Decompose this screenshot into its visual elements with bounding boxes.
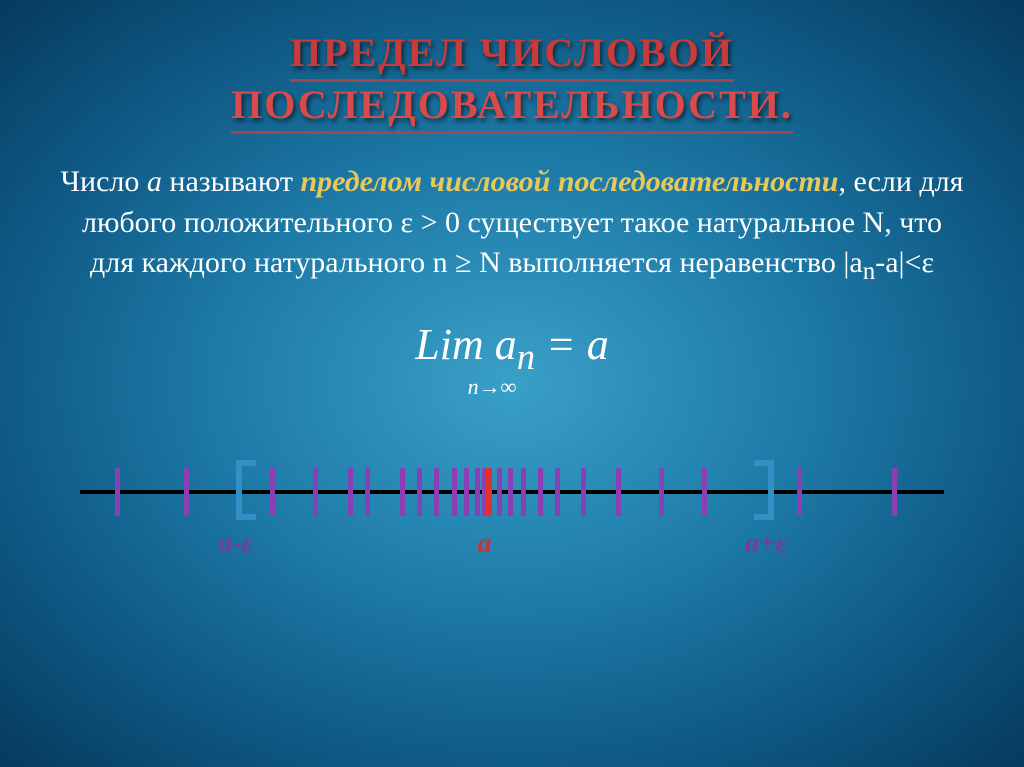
tick-mark [115,468,120,516]
def-var-a: a [147,165,162,198]
label-a-minus-eps: a-ε [218,528,253,560]
tick-mark [452,468,457,516]
formula-main-right: = a [535,320,609,369]
title-line-1: ПРЕДЕЛ ЧИСЛОВОЙ [290,30,734,82]
definition-text: Число a называют пределом числовой после… [60,162,964,289]
tick-mark [348,468,353,516]
tick-mark [581,468,586,516]
tick-mark [508,468,513,516]
formula-main-sub: n [517,336,535,377]
formula-main-left: Lim a [415,320,516,369]
def-pre2: называют [162,165,301,198]
tick-mark [270,468,275,516]
tick-mark [475,468,480,516]
bracket-right-icon [754,460,774,520]
tick-mark [497,468,502,516]
label-a: a [477,528,491,560]
def-sub-n: n [863,258,876,285]
center-tick [486,468,492,516]
def-term: пределом числовой последовательности [301,165,839,198]
tick-mark [417,468,422,516]
label-a-plus-eps: a+ε [745,528,786,560]
slide: ПРЕДЕЛ ЧИСЛОВОЙ ПОСЛЕДОВАТЕЛЬНОСТИ. Числ… [0,0,1024,767]
tick-mark [400,468,405,516]
slide-title: ПРЕДЕЛ ЧИСЛОВОЙ ПОСЛЕДОВАТЕЛЬНОСТИ. [50,30,974,134]
tick-mark [538,468,543,516]
tick-mark [521,468,526,516]
title-line-2: ПОСЛЕДОВАТЕЛЬНОСТИ. [231,82,793,134]
tick-mark [464,468,469,516]
def-pre1: Число [61,165,147,198]
tick-mark [184,468,189,516]
tick-mark [892,468,897,516]
tick-mark [797,468,802,516]
tick-mark [702,468,707,516]
def-post2: -a|<ε [875,246,934,279]
limit-formula: Lim an = a n→∞ [50,319,974,400]
tick-mark [313,468,318,516]
tick-mark [659,468,664,516]
formula-under: n→∞ [10,374,974,400]
tick-mark [365,468,370,516]
number-line: a-ε a a+ε [80,450,944,570]
bracket-left-icon [236,460,256,520]
tick-mark [555,468,560,516]
tick-mark [434,468,439,516]
tick-mark [616,468,621,516]
